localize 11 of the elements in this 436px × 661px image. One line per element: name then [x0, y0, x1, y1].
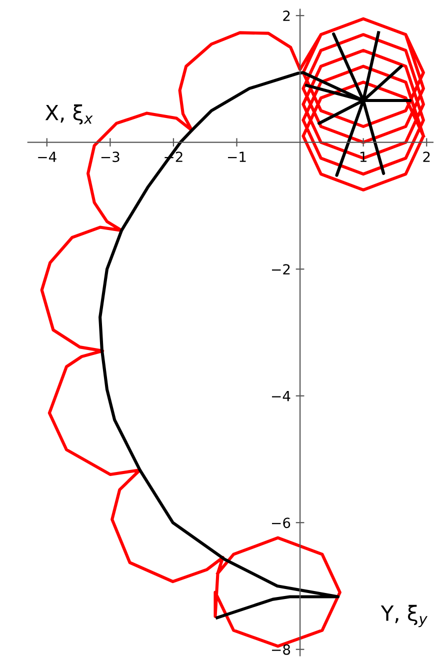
x-tick-label: 2 [423, 152, 430, 162]
y-tick-label: −2 [272, 264, 290, 274]
x-tick-label: −3 [101, 152, 120, 162]
y-tick-label: −8 [272, 644, 290, 655]
x-tick-label: −4 [38, 152, 56, 162]
y-axis-title: Y, ξ$_{y}$ [380, 604, 428, 628]
y-tick-label: −6 [272, 518, 290, 528]
y-tick-label: −4 [272, 391, 290, 402]
y-tick-label: 2 [283, 10, 290, 21]
x-tick-label: −1 [228, 152, 246, 162]
x-axis-title: X, ξ$_{x}$ [45, 104, 93, 125]
